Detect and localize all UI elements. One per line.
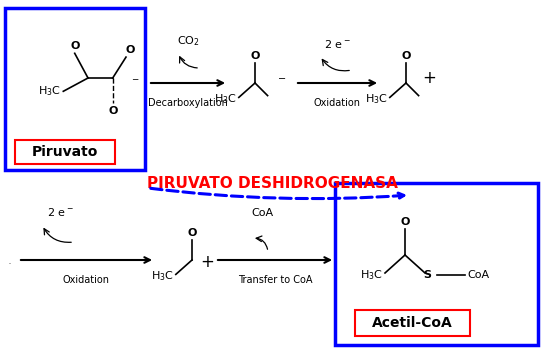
Text: Acetil-CoA: Acetil-CoA bbox=[371, 316, 452, 330]
Text: +: + bbox=[200, 253, 214, 271]
Text: Oxidation: Oxidation bbox=[313, 98, 361, 108]
Text: O: O bbox=[70, 41, 79, 51]
Text: H$_3$C: H$_3$C bbox=[365, 92, 388, 106]
Text: .: . bbox=[8, 253, 12, 266]
Text: H$_3$C: H$_3$C bbox=[214, 92, 237, 106]
Text: S: S bbox=[423, 270, 431, 280]
Text: $^-$: $^-$ bbox=[130, 76, 140, 89]
Text: PIRUVATO DESHIDROGENASA: PIRUVATO DESHIDROGENASA bbox=[147, 176, 397, 191]
Text: Piruvato: Piruvato bbox=[32, 145, 98, 159]
Text: O: O bbox=[187, 228, 197, 238]
Text: O: O bbox=[108, 106, 117, 117]
Text: H$_3$C: H$_3$C bbox=[39, 84, 61, 98]
Text: O: O bbox=[401, 51, 411, 61]
Text: CoA: CoA bbox=[467, 270, 489, 280]
Text: H$_3$C: H$_3$C bbox=[151, 269, 174, 283]
Text: CoA: CoA bbox=[251, 208, 273, 218]
Text: O: O bbox=[400, 217, 409, 227]
Text: Decarboxylation: Decarboxylation bbox=[148, 98, 228, 108]
Text: H$_3$C: H$_3$C bbox=[360, 268, 383, 282]
Text: $^-$: $^-$ bbox=[275, 75, 286, 89]
Text: +: + bbox=[422, 69, 436, 87]
Text: Oxidation: Oxidation bbox=[62, 275, 110, 285]
Text: O: O bbox=[126, 45, 135, 55]
Text: 2 e$^-$: 2 e$^-$ bbox=[324, 38, 350, 50]
Text: 2 e$^-$: 2 e$^-$ bbox=[47, 206, 73, 218]
Text: Transfer to CoA: Transfer to CoA bbox=[238, 275, 312, 285]
Text: CO$_2$: CO$_2$ bbox=[176, 34, 199, 48]
Text: O: O bbox=[250, 51, 260, 61]
FancyBboxPatch shape bbox=[355, 310, 470, 336]
FancyBboxPatch shape bbox=[15, 140, 115, 164]
